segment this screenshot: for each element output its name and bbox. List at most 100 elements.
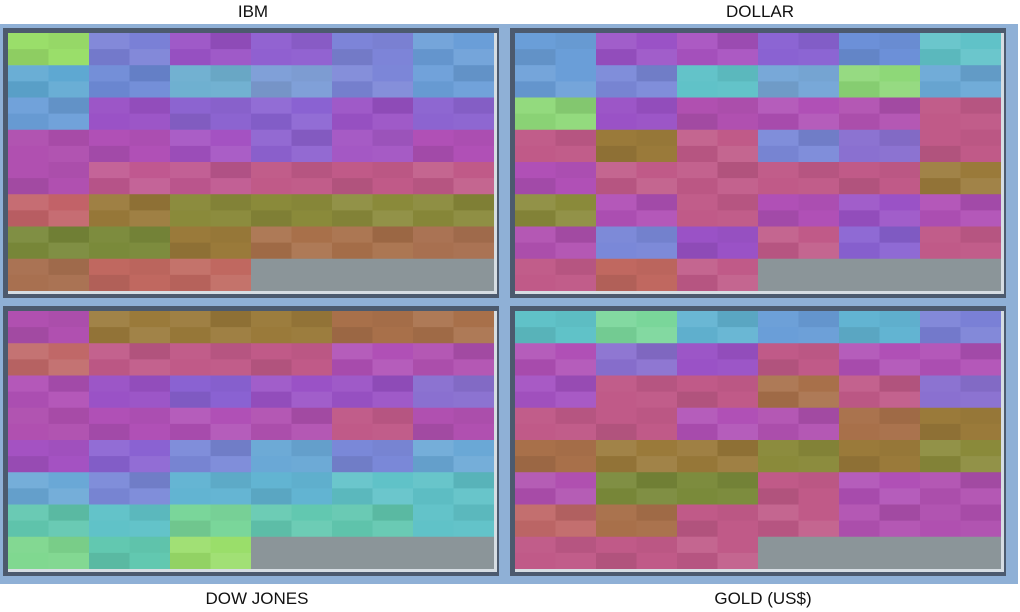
heatmap-subcell <box>920 440 961 457</box>
heatmap-subcell <box>798 520 839 537</box>
heatmap-cell <box>332 472 414 505</box>
heatmap-subcell <box>556 162 597 178</box>
heatmap-subcell <box>211 130 252 146</box>
heatmap-subcell <box>453 375 494 392</box>
heatmap-subcell <box>718 537 759 553</box>
heatmap-cell <box>413 311 494 344</box>
heatmap-subcell <box>596 98 637 114</box>
heatmap-subcell <box>292 327 333 343</box>
heatmap-cell <box>251 343 333 376</box>
heatmap-subcell <box>89 552 130 569</box>
heatmap-subcell <box>637 424 678 440</box>
heatmap-subcell <box>515 553 556 569</box>
heatmap-subcell <box>880 194 921 210</box>
heatmap-subcell <box>210 194 251 211</box>
heatmap-cell <box>920 129 1001 163</box>
heatmap-subcell <box>170 162 211 179</box>
heatmap-subcell <box>879 226 920 243</box>
heatmap-subcell <box>454 440 495 456</box>
heatmap-subcell <box>718 376 759 392</box>
heatmap-subcell <box>454 521 495 537</box>
heatmap-subcell <box>799 505 840 521</box>
heatmap-subcell <box>677 98 718 114</box>
heatmap-cell <box>8 440 90 473</box>
heatmap-subcell <box>49 194 90 210</box>
heatmap-subcell <box>596 392 637 408</box>
heatmap-subcell <box>798 33 839 50</box>
heatmap-subcell <box>960 81 1001 98</box>
heatmap-subcell <box>372 407 413 424</box>
heatmap-subcell <box>130 243 171 259</box>
heatmap-subcell <box>49 440 90 456</box>
heatmap-subcell <box>515 146 556 162</box>
heatmap-subcell <box>291 423 332 440</box>
heatmap-subcell <box>636 488 677 505</box>
heatmap-cell <box>89 504 171 538</box>
heatmap-subcell <box>89 114 130 130</box>
heatmap-subcell <box>596 505 637 521</box>
heatmap-subcell <box>637 114 678 130</box>
heatmap-subcell <box>758 162 799 178</box>
heatmap-subcell <box>291 440 332 457</box>
heatmap-subcell <box>291 129 332 146</box>
heatmap-subcell <box>515 259 556 275</box>
heatmap-subcell <box>717 49 758 66</box>
heatmap-subcell <box>677 343 718 359</box>
empty-cell <box>758 258 840 291</box>
heatmap-subcell <box>515 178 556 195</box>
canvas-ibm <box>8 33 497 294</box>
heatmap-subcell <box>596 194 637 211</box>
heatmap-subcell <box>920 343 961 360</box>
heatmap-subcell <box>839 472 880 489</box>
heatmap-cell <box>596 258 678 291</box>
heatmap-subcell <box>515 408 556 424</box>
heatmap-subcell <box>960 97 1001 114</box>
heatmap-cell <box>8 33 90 66</box>
heatmap-cell <box>839 504 921 538</box>
empty-cell <box>413 258 494 291</box>
heatmap-subcell <box>49 311 90 327</box>
heatmap-subcell <box>596 33 637 50</box>
heatmap-subcell <box>515 472 556 489</box>
heatmap-subcell <box>211 392 252 408</box>
heatmap-subcell <box>251 343 292 359</box>
heatmap-subcell <box>515 226 556 243</box>
heatmap-subcell <box>556 49 597 65</box>
heatmap-subcell <box>332 226 373 243</box>
heatmap-cell <box>89 440 171 473</box>
heatmap-cell <box>413 226 494 260</box>
heatmap-subcell <box>596 65 637 82</box>
heatmap-subcell <box>373 49 414 65</box>
heatmap-subcell <box>170 81 211 97</box>
heatmap-subcell <box>798 113 839 130</box>
heatmap-subcell <box>515 537 556 553</box>
heatmap-subcell <box>291 391 332 408</box>
heatmap-subcell <box>758 113 799 130</box>
heatmap-subcell <box>677 505 718 521</box>
panel-dow-jones <box>3 306 499 576</box>
heatmap-subcell <box>251 113 292 130</box>
heatmap-cell <box>515 258 597 291</box>
heatmap-subcell <box>717 440 758 457</box>
heatmap-subcell <box>251 210 292 227</box>
heatmap-subcell <box>839 65 880 82</box>
empty-cell <box>920 258 1001 291</box>
heatmap-cell <box>920 226 1001 260</box>
heatmap-subcell <box>48 258 89 275</box>
heatmap-subcell <box>413 194 454 211</box>
heatmap-subcell <box>48 97 89 114</box>
heatmap-subcell <box>170 407 211 424</box>
heatmap-subcell <box>413 162 454 179</box>
heatmap-subcell <box>211 243 252 259</box>
heatmap-cell <box>839 472 921 505</box>
heatmap-cell <box>332 97 414 131</box>
heatmap-cell <box>251 407 333 441</box>
heatmap-subcell <box>48 520 89 537</box>
heatmap-subcell <box>210 178 251 195</box>
heatmap-subcell <box>596 311 637 328</box>
heatmap-cell <box>677 33 759 66</box>
heatmap-subcell <box>799 210 840 226</box>
heatmap-subcell <box>454 33 495 49</box>
heatmap-cell <box>758 407 840 441</box>
heatmap-subcell <box>413 359 454 375</box>
